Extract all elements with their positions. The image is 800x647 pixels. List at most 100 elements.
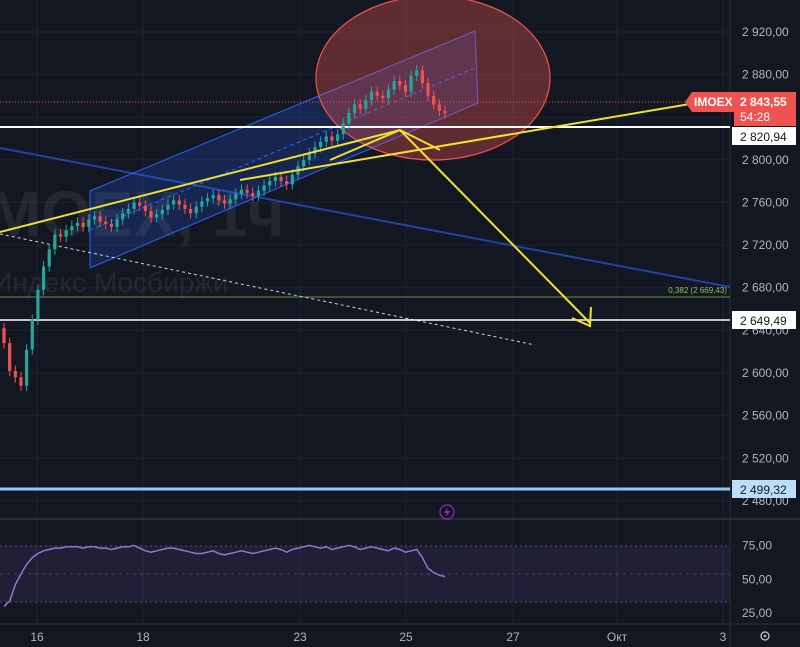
price-tick-label: 2 880,00 — [742, 68, 789, 82]
candle-body — [98, 216, 102, 222]
target-value: 2 649,49 — [740, 314, 787, 328]
candle-body — [217, 195, 221, 201]
candle-body — [228, 199, 232, 204]
candle-body — [166, 204, 170, 210]
candle-body — [183, 204, 187, 209]
candle-body — [19, 377, 23, 386]
candle-body — [273, 176, 277, 182]
candle-body — [172, 200, 176, 205]
candle-body — [443, 110, 447, 114]
time-tick-label: Окт — [607, 630, 628, 644]
price-tick-label: 2 720,00 — [742, 238, 789, 252]
candle-body — [222, 200, 227, 204]
candle-body — [262, 185, 266, 191]
time-axis[interactable]: 16 18 23 25 27 Окт 3 — [30, 630, 726, 644]
dashed-trendline[interactable] — [0, 233, 536, 346]
lightning-icon[interactable] — [439, 504, 455, 520]
rsi-axis[interactable]: 75,00 50,00 25,00 — [742, 538, 772, 620]
candle-body — [398, 80, 402, 86]
price-tick-label: 2 800,00 — [742, 153, 789, 167]
last-price-tag: IMOEX 2 843,55 54:28 — [685, 92, 796, 126]
price-tick-label: 2 600,00 — [742, 366, 789, 380]
candle-body — [268, 181, 272, 186]
candle-body — [155, 214, 159, 218]
yellow-inner-line[interactable] — [329, 129, 401, 161]
price-tick-label: 2 680,00 — [742, 281, 789, 295]
watermark-symbol: IMOEX, 1ч — [0, 178, 285, 250]
candle-body — [149, 211, 153, 218]
candle-body — [58, 234, 63, 237]
candle-body — [403, 85, 408, 92]
price-tag-countdown: 54:28 — [740, 110, 770, 124]
price-tick-label: 2 760,00 — [742, 195, 789, 209]
candle-body — [251, 192, 255, 197]
price-tag-value: 2 843,55 — [740, 95, 787, 109]
candle-body — [386, 89, 391, 99]
candle-body — [205, 198, 210, 202]
candle-body — [47, 249, 51, 267]
yellow-arrow-head — [571, 306, 592, 328]
candle-body — [302, 159, 306, 167]
candle-body — [64, 230, 68, 237]
candle-body — [409, 75, 413, 92]
candles — [2, 65, 447, 392]
time-tick-label: 16 — [30, 630, 44, 644]
rsi-tick-label: 75,00 — [742, 538, 772, 552]
candle-body — [347, 112, 351, 124]
rsi-line — [3, 544, 446, 607]
candle-body — [239, 189, 244, 194]
candle-body — [432, 95, 436, 105]
rsi-tick-label: 25,00 — [742, 606, 772, 620]
candle-body — [234, 193, 238, 200]
candle-body — [132, 202, 136, 209]
candle-body — [426, 83, 430, 96]
rsi-tick-label: 50,00 — [742, 572, 772, 586]
candle-body — [352, 104, 357, 113]
candle-body — [126, 208, 130, 214]
candle-body — [92, 216, 97, 220]
candle-body — [437, 104, 441, 111]
fib-label: 0,382 (2 669,43) — [668, 286, 727, 295]
candle-body — [364, 100, 368, 109]
time-tick-label: 23 — [293, 630, 307, 644]
support-value: 2 499,32 — [740, 483, 787, 497]
candle-body — [415, 70, 419, 76]
gear-icon[interactable] — [760, 631, 770, 641]
regression-channel[interactable] — [89, 30, 479, 269]
candle-body — [70, 225, 74, 231]
candle-body — [330, 136, 334, 141]
candle-body — [290, 174, 294, 185]
highlight-ellipse[interactable] — [315, 0, 551, 161]
candle-body — [87, 219, 91, 227]
candle-body — [104, 221, 108, 224]
candle-body — [375, 91, 379, 96]
descending-trendline[interactable] — [0, 147, 731, 288]
candle-body — [211, 195, 215, 199]
candle-body — [25, 349, 29, 386]
candle-body — [75, 222, 80, 226]
candle-body — [13, 370, 17, 378]
resistance-tag: 2 820,94 — [732, 127, 796, 145]
candle-body — [369, 91, 374, 101]
candle-body — [36, 289, 40, 320]
time-tick-label: 27 — [506, 630, 520, 644]
candle-body — [279, 176, 283, 182]
yellow-trendline[interactable] — [239, 103, 691, 181]
candle-body — [335, 134, 340, 141]
target-tag: 2 649,49 — [732, 311, 796, 329]
candle-body — [30, 319, 34, 350]
candle-body — [381, 95, 385, 99]
candle-body — [319, 141, 323, 148]
candle-body — [200, 201, 204, 207]
price-tick-label: 2 520,00 — [742, 451, 789, 465]
time-tick-label: 18 — [136, 630, 150, 644]
candle-body — [115, 219, 119, 227]
candle-body — [53, 234, 57, 250]
candle-body — [81, 222, 85, 227]
price-tick-label: 2 560,00 — [742, 409, 789, 423]
candle-body — [121, 213, 125, 220]
candle-body — [392, 80, 396, 90]
yellow-arrow-line[interactable] — [399, 129, 591, 324]
candle-body — [358, 104, 362, 109]
